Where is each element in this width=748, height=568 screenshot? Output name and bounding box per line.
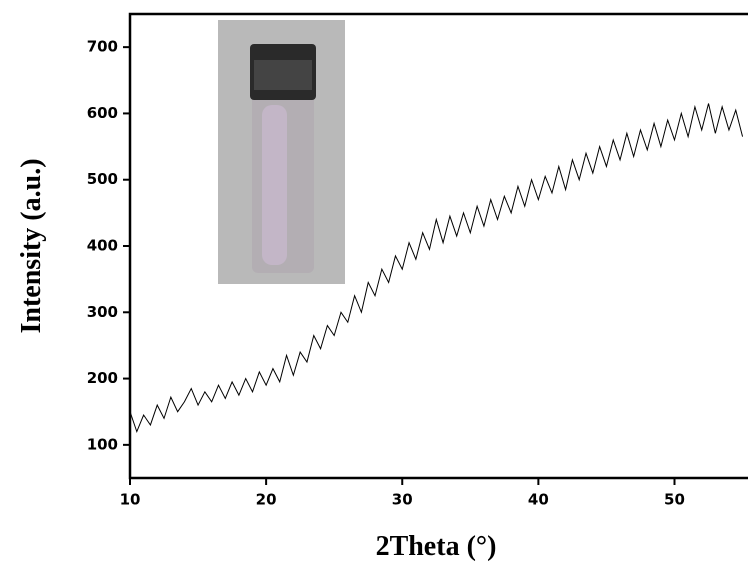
y-axis-title: Intensity (a.u.) <box>16 158 47 333</box>
y-tick-label: 300 <box>87 303 118 321</box>
x-tick-label: 30 <box>392 491 413 509</box>
x-tick-label: 20 <box>256 491 277 509</box>
y-tick-label: 200 <box>87 369 118 387</box>
y-tick-label: 100 <box>87 435 118 453</box>
inset-photo <box>218 20 345 284</box>
data-line <box>129 103 744 434</box>
x-tick-label: 40 <box>528 491 549 509</box>
x-tick-label: 10 <box>120 491 141 509</box>
y-tick-label: 700 <box>87 38 118 56</box>
y-tick-label: 600 <box>87 104 118 122</box>
x-axis-title: 2Theta (°) <box>376 531 497 562</box>
axis-frame <box>128 12 748 480</box>
y-tick-label: 500 <box>87 170 118 188</box>
y-tick-label: 400 <box>87 237 118 255</box>
x-tick-label: 50 <box>664 491 685 509</box>
